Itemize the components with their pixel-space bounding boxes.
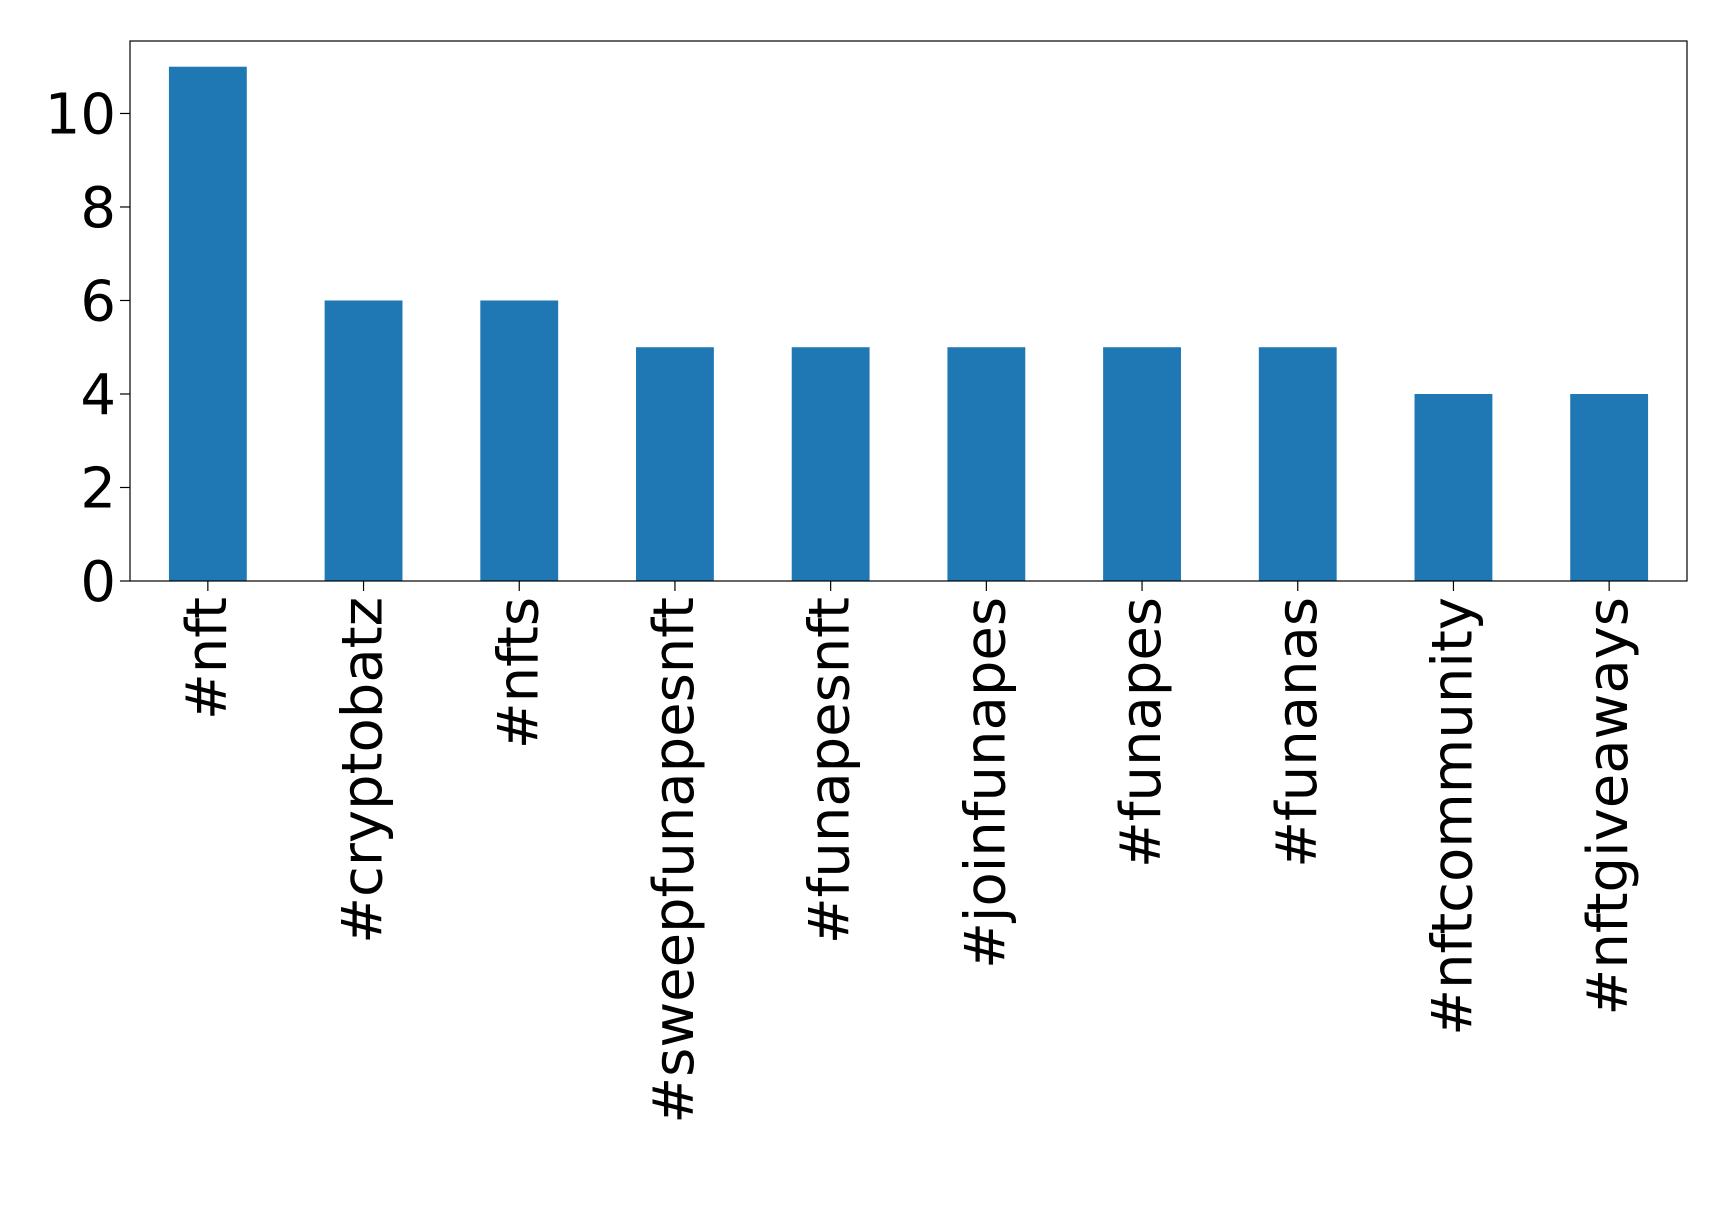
bar: [636, 347, 714, 581]
x-tick-label: #nfts: [486, 597, 551, 749]
bars-group: [168, 66, 1649, 581]
y-tick-label: 0: [80, 550, 116, 615]
y-tick-label: 6: [80, 269, 116, 334]
x-tick-label: #sweepfunapesnft: [642, 597, 707, 1124]
bar: [947, 347, 1026, 581]
y-tick-label: 2: [80, 456, 116, 521]
x-tick-label: #funapes: [1109, 597, 1174, 868]
bar: [791, 347, 870, 581]
x-tick-label: #nftcommunity: [1420, 597, 1485, 1036]
bar: [1414, 393, 1493, 581]
plot-frame: [129, 40, 1688, 582]
bar: [1258, 347, 1337, 581]
y-tick-label: 10: [45, 82, 116, 147]
bar: [324, 300, 403, 581]
bar: [480, 300, 559, 581]
bar: [1570, 393, 1649, 581]
x-tick-label: #nftgiveaways: [1576, 597, 1641, 1016]
x-tick-label: #nft: [175, 597, 240, 720]
x-axis: #nft #cryptobatz #nfts #sweepfunapesnft #fun…: [175, 581, 1641, 1124]
x-tick-label: #cryptobatz: [331, 597, 396, 944]
y-tick-label: 4: [80, 363, 116, 428]
y-axis: 0 2 4 6 8 10: [45, 82, 130, 615]
x-tick-label: #funanas: [1265, 597, 1330, 868]
bar: [1103, 347, 1181, 581]
y-tick-label: 8: [80, 176, 116, 241]
bar: [168, 66, 247, 581]
x-tick-label: #funapesnft: [798, 597, 863, 944]
x-tick-label: #joinfunapes: [953, 597, 1018, 969]
